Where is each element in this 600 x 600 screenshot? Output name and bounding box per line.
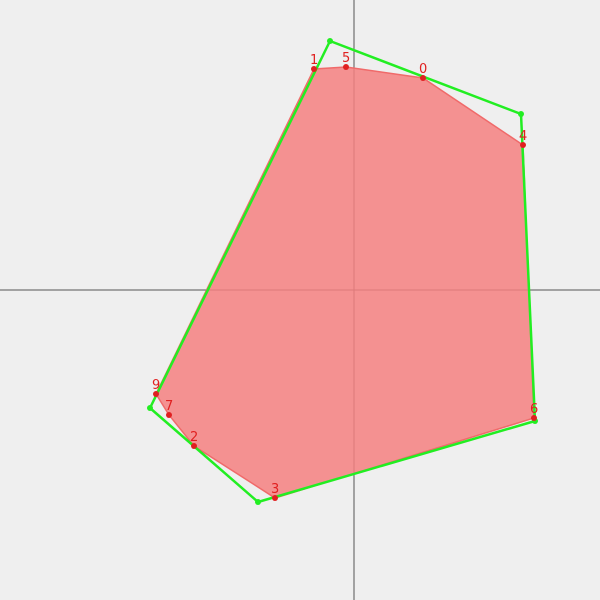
point-label: 9 bbox=[152, 378, 160, 393]
hull-vertex bbox=[147, 405, 153, 411]
point-label: 4 bbox=[519, 129, 527, 144]
point-label: 7 bbox=[165, 399, 173, 414]
data-point bbox=[420, 75, 426, 81]
point-label: 2 bbox=[190, 430, 198, 445]
data-points bbox=[153, 64, 537, 501]
data-point bbox=[520, 142, 526, 148]
data-point bbox=[272, 495, 278, 501]
data-point bbox=[343, 64, 349, 70]
hull-outline bbox=[148, 39, 537, 504]
hull-vertex bbox=[255, 499, 261, 505]
point-label: 3 bbox=[271, 482, 279, 497]
hull-vertex bbox=[518, 111, 524, 117]
point-labels: 0 1 2 3 4 5 6 79 bbox=[152, 51, 538, 497]
data-point bbox=[531, 415, 537, 421]
data-point bbox=[166, 412, 172, 418]
data-point bbox=[311, 66, 317, 72]
point-label: 5 bbox=[342, 51, 350, 66]
hull-vertex bbox=[327, 38, 333, 44]
point-label: 0 bbox=[419, 62, 427, 77]
data-point bbox=[191, 443, 197, 449]
point-label: 1 bbox=[310, 53, 318, 68]
data-point bbox=[153, 391, 159, 397]
filled-polygon bbox=[155, 66, 535, 499]
point-label: 6 bbox=[530, 402, 538, 417]
